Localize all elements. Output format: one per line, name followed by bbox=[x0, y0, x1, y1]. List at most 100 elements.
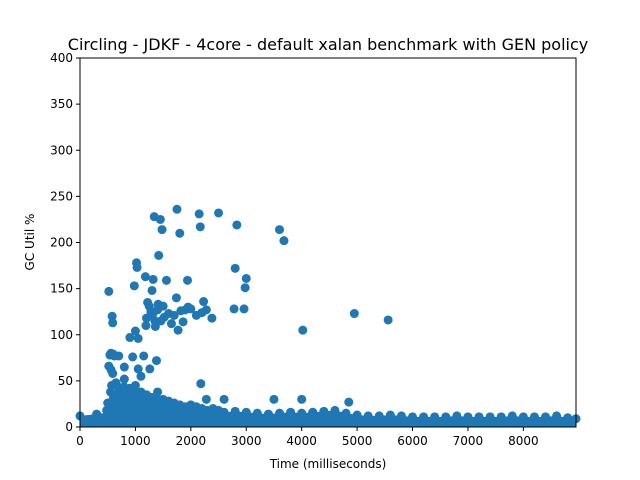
data-point bbox=[344, 397, 354, 407]
chart-title: Circling - JDKF - 4core - default xalan … bbox=[68, 35, 588, 54]
data-point bbox=[297, 408, 307, 418]
data-point bbox=[341, 408, 351, 418]
data-point bbox=[541, 412, 551, 422]
data-point bbox=[157, 225, 167, 235]
data-point bbox=[104, 286, 114, 296]
data-point bbox=[275, 408, 285, 418]
data-point bbox=[308, 407, 318, 417]
data-point bbox=[196, 379, 206, 389]
data-point bbox=[239, 304, 249, 314]
x-tick-label: 0 bbox=[76, 434, 84, 448]
data-point bbox=[430, 412, 440, 422]
data-point bbox=[201, 394, 211, 404]
y-tick-label: 300 bbox=[50, 143, 73, 157]
data-point bbox=[194, 209, 204, 219]
data-point bbox=[286, 407, 296, 417]
x-tick-label: 1000 bbox=[120, 434, 151, 448]
x-tick-label: 5000 bbox=[342, 434, 373, 448]
data-point bbox=[374, 411, 384, 421]
x-tick-label: 8000 bbox=[508, 434, 539, 448]
data-point bbox=[207, 313, 217, 323]
data-point bbox=[107, 311, 117, 321]
data-point bbox=[252, 408, 262, 418]
data-point bbox=[119, 374, 129, 384]
x-tick-label: 6000 bbox=[397, 434, 428, 448]
data-point bbox=[147, 392, 157, 402]
data-point bbox=[219, 407, 229, 417]
data-point bbox=[145, 364, 155, 374]
x-tick-label: 2000 bbox=[176, 434, 207, 448]
data-point bbox=[178, 317, 188, 327]
x-axis: 0 1000 2000 3000 4000 5000 6000 7000 8000 bbox=[76, 427, 539, 448]
data-point bbox=[140, 272, 150, 282]
baseline-point-band bbox=[80, 379, 576, 427]
y-tick-label: 100 bbox=[50, 328, 73, 342]
data-point bbox=[158, 301, 168, 311]
data-point bbox=[201, 305, 211, 315]
data-point bbox=[161, 275, 171, 285]
data-point bbox=[518, 412, 528, 422]
x-tick-label: 4000 bbox=[286, 434, 317, 448]
data-point bbox=[230, 406, 240, 416]
x-tick-label: 3000 bbox=[231, 434, 262, 448]
data-point bbox=[130, 326, 140, 336]
data-point bbox=[463, 412, 473, 422]
data-point bbox=[507, 411, 517, 421]
data-point bbox=[219, 394, 229, 404]
data-point bbox=[241, 273, 251, 283]
data-point bbox=[139, 351, 149, 361]
data-point bbox=[130, 380, 140, 390]
data-point bbox=[102, 405, 112, 415]
y-tick-label: 350 bbox=[50, 97, 73, 111]
y-axis-label: GC Util % bbox=[23, 214, 37, 271]
y-tick-label: 0 bbox=[65, 420, 73, 434]
data-point bbox=[419, 412, 429, 422]
data-point bbox=[169, 310, 179, 320]
data-point bbox=[183, 275, 193, 285]
data-point bbox=[172, 204, 182, 214]
data-point bbox=[279, 236, 289, 246]
data-point bbox=[175, 228, 185, 238]
data-point bbox=[485, 412, 495, 422]
data-point bbox=[108, 318, 118, 328]
data-point bbox=[133, 333, 143, 343]
data-point bbox=[151, 356, 161, 366]
data-point bbox=[108, 368, 118, 378]
data-point bbox=[441, 412, 451, 422]
data-point bbox=[297, 394, 307, 404]
y-tick-label: 200 bbox=[50, 236, 73, 250]
data-point bbox=[114, 382, 124, 392]
data-point bbox=[108, 390, 118, 400]
data-point bbox=[385, 410, 395, 420]
data-point bbox=[352, 410, 362, 420]
data-point bbox=[150, 321, 160, 331]
data-point bbox=[330, 405, 340, 415]
y-tick-label: 400 bbox=[50, 51, 73, 65]
data-point bbox=[269, 394, 279, 404]
data-point bbox=[133, 364, 143, 374]
data-point bbox=[214, 208, 224, 218]
data-point bbox=[408, 412, 418, 422]
data-point bbox=[107, 380, 117, 390]
data-point bbox=[383, 315, 393, 325]
data-point bbox=[141, 321, 151, 331]
data-point bbox=[563, 413, 573, 423]
data-point bbox=[128, 352, 138, 362]
data-point bbox=[171, 293, 181, 303]
data-point bbox=[263, 409, 273, 419]
data-point bbox=[363, 411, 373, 421]
data-point bbox=[241, 407, 251, 417]
y-tick-label: 50 bbox=[58, 374, 73, 388]
data-point bbox=[240, 283, 250, 293]
data-point bbox=[232, 220, 242, 230]
data-point bbox=[349, 309, 359, 319]
x-tick-label: 7000 bbox=[453, 434, 484, 448]
data-point bbox=[319, 406, 329, 416]
data-point bbox=[136, 371, 146, 381]
data-point bbox=[97, 413, 107, 423]
data-point bbox=[129, 281, 139, 291]
data-point bbox=[103, 398, 113, 408]
data-point bbox=[186, 304, 196, 314]
